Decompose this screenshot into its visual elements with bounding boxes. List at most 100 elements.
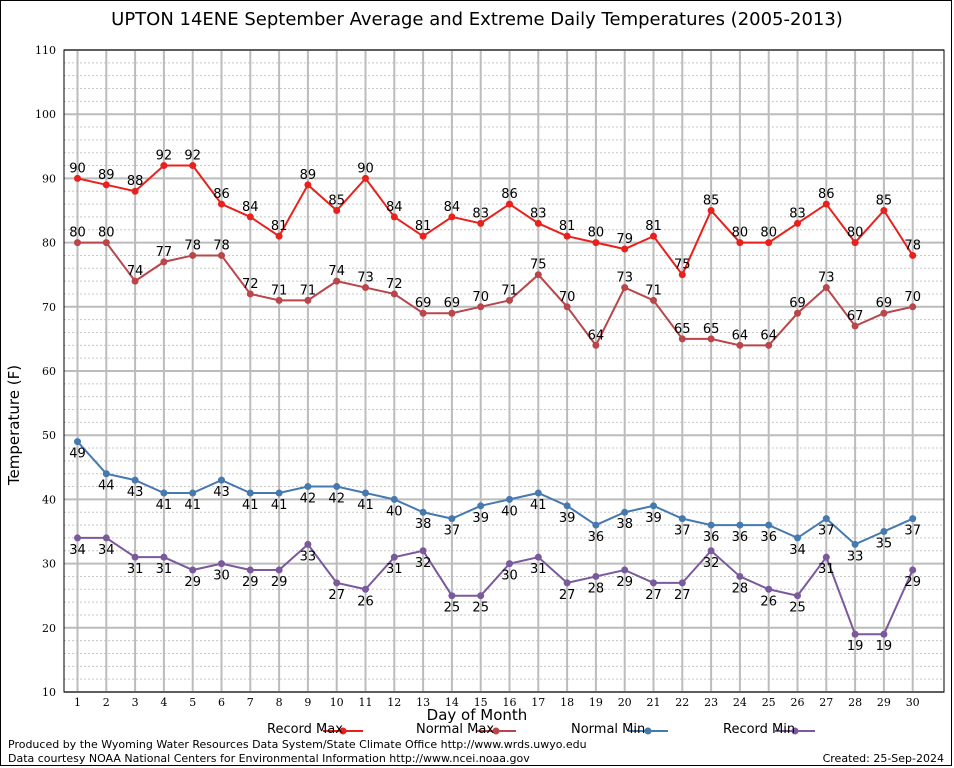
y-tick-label: 40 — [42, 493, 56, 506]
data-point — [851, 322, 859, 330]
data-label: 44 — [98, 479, 115, 494]
data-point — [74, 438, 81, 446]
legend-swatch-marker — [644, 727, 652, 735]
data-point — [678, 579, 686, 587]
data-label: 25 — [472, 601, 489, 616]
data-point — [333, 207, 341, 214]
data-point — [448, 515, 456, 523]
data-point — [592, 572, 600, 580]
data-point — [362, 585, 369, 593]
data-point — [765, 239, 773, 247]
data-label: 92 — [184, 149, 201, 164]
legend-label-record-min: Record Min — [723, 722, 796, 737]
x-tick-label: 27 — [819, 696, 833, 709]
data-label: 86 — [818, 187, 835, 202]
x-tick-label: 20 — [618, 696, 632, 709]
data-label: 65 — [703, 322, 720, 337]
data-point — [563, 303, 571, 311]
data-label: 34 — [789, 543, 806, 558]
data-point — [362, 489, 369, 497]
data-label: 29 — [271, 575, 288, 590]
x-tick-label: 18 — [560, 696, 574, 709]
data-label: 69 — [415, 296, 432, 311]
data-label: 70 — [559, 290, 576, 305]
data-point — [246, 566, 254, 574]
data-point — [419, 232, 427, 240]
data-point — [131, 187, 139, 195]
data-point — [506, 200, 513, 208]
data-label: 86 — [213, 187, 230, 202]
data-label: 29 — [616, 575, 633, 590]
data-label: 77 — [156, 245, 173, 260]
data-label: 36 — [760, 530, 777, 545]
x-tick-label: 8 — [276, 696, 283, 709]
data-point — [707, 207, 715, 214]
data-label: 31 — [530, 562, 547, 577]
y-tick-label: 100 — [35, 108, 56, 121]
data-label: 64 — [760, 328, 777, 343]
y-tick-label: 10 — [42, 686, 56, 699]
data-point — [333, 579, 341, 587]
data-label: 72 — [242, 277, 259, 292]
data-point — [477, 219, 485, 227]
data-point — [765, 341, 773, 349]
y-tick-label: 60 — [42, 365, 56, 378]
data-label: 39 — [559, 511, 576, 526]
data-point — [304, 296, 312, 304]
data-label: 85 — [328, 194, 345, 209]
data-label: 64 — [732, 328, 749, 343]
x-tick-label: 1 — [74, 696, 81, 709]
series-line — [76, 440, 914, 546]
data-point — [333, 277, 341, 285]
data-label: 81 — [415, 219, 432, 234]
x-tick-label: 22 — [675, 696, 689, 709]
data-label: 71 — [271, 283, 288, 298]
data-label: 79 — [616, 232, 633, 247]
data-label: 90 — [357, 161, 374, 176]
data-label: 41 — [530, 498, 547, 513]
data-point — [362, 284, 369, 292]
x-tick-label: 10 — [330, 696, 344, 709]
y-tick-label: 90 — [42, 172, 56, 185]
x-tick-label: 26 — [791, 696, 805, 709]
legend-swatch-marker — [339, 727, 347, 735]
data-label: 33 — [300, 549, 317, 564]
data-point — [880, 309, 888, 317]
data-label: 36 — [703, 530, 720, 545]
data-label: 64 — [588, 328, 605, 343]
data-point — [160, 258, 168, 266]
data-label: 34 — [98, 543, 115, 558]
data-point — [621, 566, 629, 574]
x-axis-label: Day of Month — [426, 706, 528, 724]
x-tick-label: 29 — [877, 696, 891, 709]
data-point — [160, 489, 168, 497]
data-label: 71 — [300, 283, 317, 298]
data-label: 39 — [472, 511, 489, 526]
data-point — [304, 483, 312, 491]
data-label: 90 — [69, 161, 86, 176]
x-tick-label: 5 — [189, 696, 196, 709]
data-label: 41 — [156, 498, 173, 513]
data-point — [822, 200, 830, 208]
data-point — [131, 553, 139, 561]
data-label: 89 — [98, 168, 115, 183]
data-point — [218, 476, 225, 484]
data-label: 34 — [69, 543, 86, 558]
data-label: 75 — [674, 258, 691, 273]
legend-label-normal-max: Normal Max — [416, 722, 495, 737]
y-tick-label: 30 — [42, 558, 56, 571]
data-point — [160, 162, 168, 170]
data-point — [534, 271, 542, 279]
data-point — [678, 515, 686, 523]
data-point — [563, 502, 571, 510]
data-label: 29 — [242, 575, 259, 590]
data-label: 37 — [674, 524, 691, 539]
data-label: 72 — [386, 277, 403, 292]
data-label: 31 — [127, 562, 144, 577]
x-tick-label: 4 — [160, 696, 167, 709]
data-label: 80 — [760, 226, 777, 241]
chart-title: UPTON 14ENE September Average and Extrem… — [111, 9, 843, 30]
data-point — [822, 515, 830, 523]
x-tick-label: 13 — [416, 696, 430, 709]
data-label: 80 — [847, 226, 864, 241]
